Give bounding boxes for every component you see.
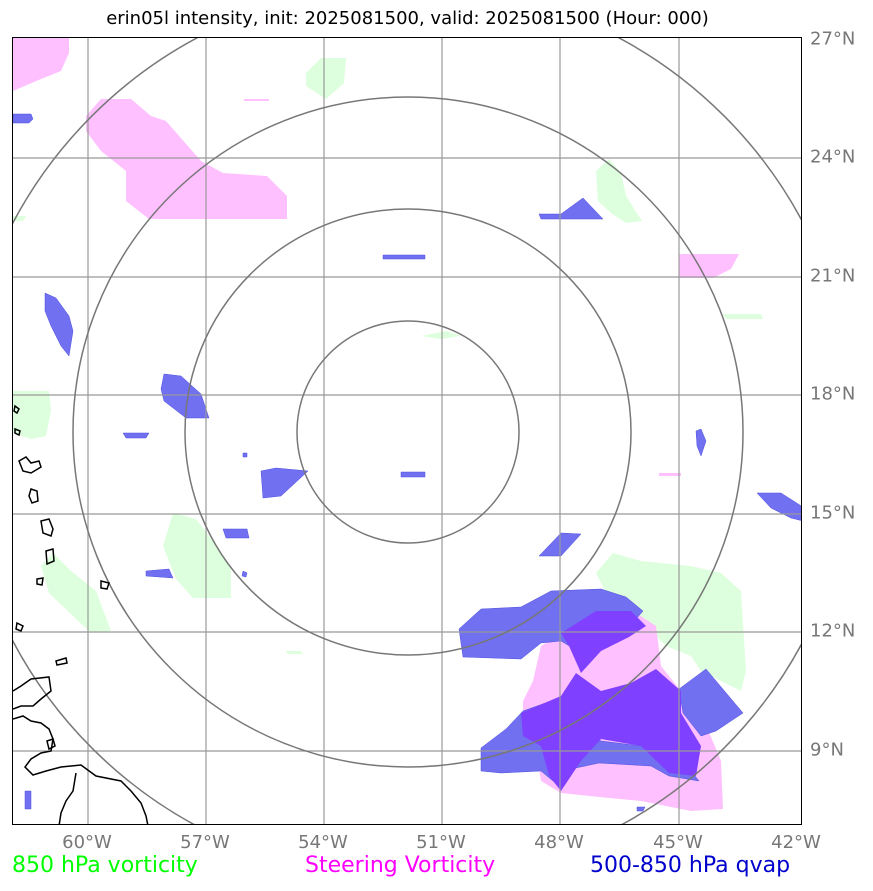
lat-label-15n: 15°N (810, 502, 856, 524)
graticule (13, 38, 801, 824)
lon-label-48w: 48°W (534, 832, 584, 853)
lon-label-57w: 57°W (180, 832, 230, 853)
map-title: erin05l intensity, init: 2025081500, val… (106, 8, 709, 29)
map-panel (12, 37, 802, 825)
overlap-areas (521, 611, 701, 791)
legend-qvap: 500-850 hPa qvap (590, 853, 791, 878)
lon-label-45w: 45°W (653, 832, 703, 853)
qvap-areas (13, 113, 801, 812)
lat-label-21n: 21°N (810, 265, 856, 287)
lon-label-60w: 60°W (62, 832, 112, 853)
range-rings (13, 38, 801, 824)
map-canvas (13, 38, 801, 824)
lat-label-12n: 12°N (810, 620, 856, 642)
lon-label-42w: 42°W (771, 832, 821, 853)
legend-vort850: 850 hPa vorticity (12, 853, 198, 878)
vort850-areas (13, 58, 763, 691)
coastlines (13, 404, 149, 824)
lat-label-18n: 18°N (810, 383, 856, 405)
lat-label-27n: 27°N (810, 28, 856, 50)
lat-label-24n: 24°N (810, 146, 856, 168)
legend-steering-vorticity: Steering Vorticity (305, 853, 496, 878)
lat-label-9n: 9°N (810, 739, 844, 761)
lon-label-54w: 54°W (298, 832, 348, 853)
lon-label-51w: 51°W (416, 832, 466, 853)
